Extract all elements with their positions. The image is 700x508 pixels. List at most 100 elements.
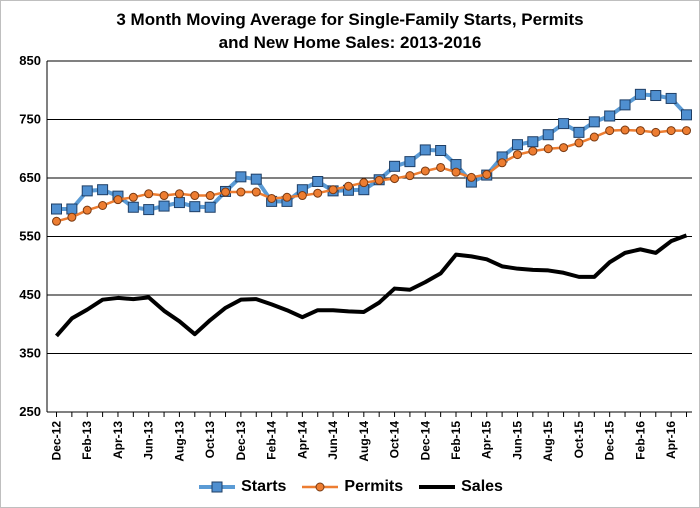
x-tick-label: Dec-14 — [418, 421, 432, 461]
data-point-starts — [681, 109, 692, 121]
legend-sales-label: Sales — [461, 478, 503, 495]
x-tick-label: Jun-15 — [510, 421, 524, 460]
y-tick-label: 450 — [19, 287, 41, 302]
data-point-permits — [666, 126, 676, 136]
data-point-starts — [604, 110, 616, 122]
data-point-permits — [267, 193, 277, 203]
x-tick-label: Apr-13 — [111, 421, 125, 459]
data-point-permits — [52, 216, 61, 226]
x-tick-label: Oct-13 — [203, 421, 217, 459]
y-tick-label: 250 — [19, 404, 41, 419]
x-tick-label: Dec-15 — [603, 421, 617, 461]
y-tick-label: 350 — [19, 346, 41, 361]
data-point-permits — [359, 178, 369, 188]
legend-item-permits: Permits — [300, 478, 403, 496]
data-point-starts — [419, 144, 431, 156]
data-point-permits — [313, 188, 323, 198]
data-point-starts — [312, 176, 324, 188]
data-point-permits — [605, 126, 615, 136]
data-point-permits — [221, 187, 231, 197]
data-point-starts — [81, 185, 93, 197]
legend-permits-symbol — [302, 482, 339, 492]
data-point-starts — [127, 201, 139, 213]
data-point-starts — [250, 173, 262, 185]
chart-title-line-1: 3 Month Moving Average for Single-Family… — [116, 10, 584, 29]
data-point-permits — [682, 126, 691, 136]
x-tick-label: Aug-13 — [172, 421, 186, 462]
chart-title-line-2: and New Home Sales: 2013-2016 — [218, 33, 482, 52]
legend: Starts Permits Sales — [0, 478, 700, 496]
x-tick-label: Oct-14 — [388, 421, 402, 459]
x-tick-label: Feb-16 — [633, 421, 647, 460]
data-point-permits — [282, 192, 292, 202]
data-point-starts — [389, 160, 401, 172]
data-point-permits — [574, 138, 584, 148]
x-tick-label: Aug-14 — [357, 421, 371, 462]
data-point-permits — [67, 212, 77, 222]
data-point-permits — [236, 187, 246, 197]
data-point-starts — [51, 203, 62, 215]
x-tick-label: Jun-13 — [142, 421, 156, 460]
x-tick-label: Dec-12 — [50, 421, 64, 461]
legend-starts-symbol — [199, 481, 236, 493]
data-point-permits — [205, 191, 215, 201]
data-point-permits — [635, 126, 645, 136]
x-tick-label: Aug-15 — [541, 421, 555, 462]
data-point-permits — [451, 167, 461, 177]
x-tick-label: Oct-15 — [572, 421, 586, 459]
data-point-starts — [173, 197, 185, 209]
x-tick-label: Feb-15 — [449, 421, 463, 460]
x-tick-label: Feb-14 — [265, 421, 279, 460]
data-point-starts — [619, 99, 631, 111]
data-point-starts — [97, 184, 109, 196]
data-point-permits — [159, 191, 169, 201]
data-point-starts — [66, 203, 78, 215]
data-point-starts — [542, 129, 554, 141]
legend-item-sales: Sales — [417, 478, 503, 496]
x-tick-label: Apr-15 — [480, 421, 494, 459]
data-point-starts — [573, 126, 585, 138]
data-point-permits — [620, 125, 630, 135]
data-point-permits — [190, 191, 200, 201]
data-point-permits — [436, 162, 446, 172]
data-point-permits — [174, 189, 184, 199]
data-point-starts — [435, 145, 447, 157]
data-point-permits — [128, 192, 138, 202]
y-tick-label: 750 — [19, 112, 41, 127]
data-point-starts — [204, 201, 216, 213]
data-point-permits — [589, 132, 599, 142]
x-tick-label: Feb-13 — [80, 421, 94, 460]
data-point-starts — [143, 204, 155, 216]
data-point-permits — [297, 191, 307, 201]
y-tick-label: 850 — [19, 53, 41, 68]
data-point-starts — [404, 156, 416, 168]
data-point-permits — [82, 205, 92, 215]
data-point-permits — [405, 171, 415, 181]
x-tick-label: Apr-16 — [664, 421, 678, 459]
chart-title: 3 Month Moving Average for Single-Family… — [0, 8, 700, 54]
data-point-permits — [144, 189, 154, 199]
data-point-permits — [512, 150, 522, 160]
data-point-starts — [634, 88, 646, 100]
data-point-permits — [343, 181, 353, 191]
x-tick-label: Dec-13 — [234, 421, 248, 461]
data-point-starts — [665, 92, 677, 104]
legend-sales-symbol — [419, 485, 456, 489]
data-point-permits — [98, 200, 108, 210]
data-point-permits — [651, 127, 661, 137]
data-point-permits — [528, 146, 538, 156]
y-tick-label: 550 — [19, 229, 41, 244]
data-point-starts — [189, 201, 201, 213]
data-point-permits — [559, 143, 569, 153]
data-point-starts — [527, 136, 539, 148]
data-point-permits — [390, 174, 400, 184]
data-point-permits — [543, 144, 553, 154]
data-point-permits — [251, 187, 261, 197]
data-point-starts — [158, 200, 170, 212]
y-tick-label: 650 — [19, 170, 41, 185]
data-point-permits — [466, 172, 476, 182]
legend-item-starts: Starts — [197, 478, 286, 496]
data-point-starts — [588, 116, 600, 128]
data-point-starts — [558, 118, 570, 130]
